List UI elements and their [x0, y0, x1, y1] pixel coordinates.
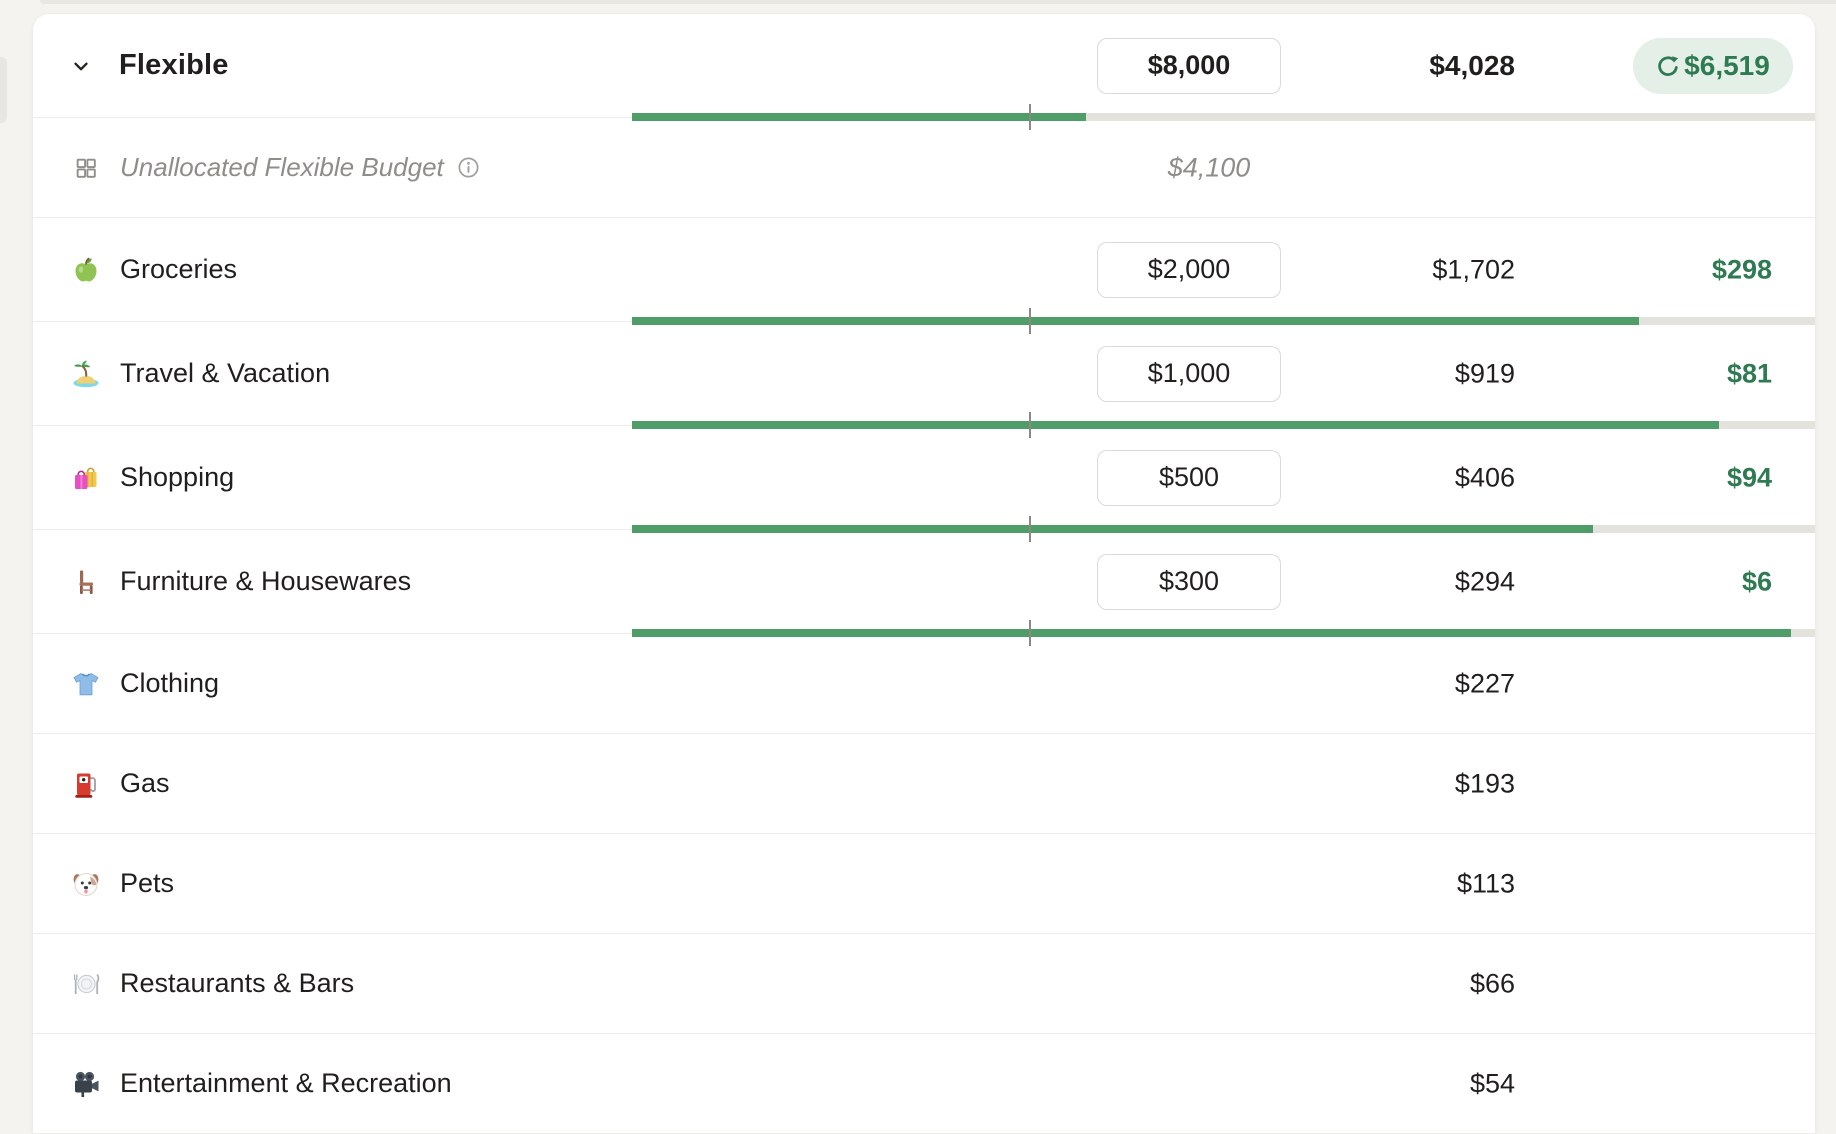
plate-cutlery-icon — [69, 969, 103, 999]
flexible-budget-card: Flexible $8,000 $4,028 $6,519 Unallocate… — [33, 14, 1815, 1134]
chair-icon — [69, 567, 103, 597]
progress-fill — [632, 113, 1087, 121]
category-actual-value: $919 — [1454, 358, 1515, 388]
fuel-pump-icon — [69, 769, 103, 799]
category-label[interactable]: Gas — [120, 768, 170, 798]
dog-icon — [69, 869, 103, 899]
group-budget-value: $8,000 — [1147, 50, 1231, 80]
budget-category-row: Shopping $500 $406 $94 — [33, 426, 1815, 542]
budget-category-row: Gas $193 — [33, 734, 1815, 834]
category-label[interactable]: Restaurants & Bars — [120, 968, 355, 998]
adjacent-card-edge-top — [40, 0, 1836, 4]
category-actual-value: $1,702 — [1432, 254, 1515, 284]
category-remaining-value: $6 — [1741, 566, 1772, 596]
group-budget-input[interactable]: $8,000 — [1097, 37, 1281, 94]
budget-category-row: Restaurants & Bars $66 — [33, 934, 1815, 1034]
category-budget-value: $2,000 — [1147, 254, 1231, 284]
unallocated-budget-value: $4,100 — [1167, 152, 1251, 182]
category-actual-value: $294 — [1454, 566, 1515, 596]
month-progress-tick — [1029, 516, 1032, 542]
category-label[interactable]: Travel & Vacation — [120, 358, 331, 388]
apple-icon — [69, 255, 103, 285]
category-budget-input[interactable]: $2,000 — [1097, 241, 1281, 298]
category-progress-bar — [632, 412, 1815, 438]
month-progress-tick — [1029, 104, 1032, 130]
category-label[interactable]: Groceries — [120, 254, 238, 284]
category-remaining-value: $81 — [1726, 358, 1772, 388]
budget-category-row: Groceries $2,000 $1,702 $298 — [33, 218, 1815, 334]
progress-fill — [632, 317, 1639, 325]
adjacent-card-edge-left — [0, 57, 7, 123]
category-actual-value: $113 — [1456, 868, 1515, 898]
island-icon — [69, 359, 103, 389]
group-header-row: Flexible $8,000 $4,028 $6,519 — [33, 14, 1815, 130]
category-label[interactable]: Clothing — [120, 668, 220, 698]
category-remaining-value: $94 — [1726, 462, 1772, 492]
movie-camera-icon — [69, 1069, 103, 1099]
category-actual-value: $193 — [1454, 768, 1515, 798]
month-progress-tick — [1029, 412, 1032, 438]
group-progress-bar — [632, 104, 1815, 130]
category-progress-bar — [632, 516, 1815, 542]
unallocated-row: Unallocated Flexible Budget $4,100 — [33, 118, 1815, 218]
month-progress-tick — [1029, 620, 1032, 646]
category-label[interactable]: Shopping — [120, 462, 235, 492]
category-budget-input[interactable]: $1,000 — [1097, 345, 1281, 402]
shopping-bags-icon — [69, 463, 103, 493]
budget-category-row: Travel & Vacation $1,000 $919 $81 — [33, 322, 1815, 438]
chevron-down-icon[interactable] — [70, 55, 92, 77]
category-budget-value: $1,000 — [1147, 358, 1231, 388]
category-actual-value: $66 — [1469, 968, 1515, 998]
progress-fill — [632, 421, 1720, 429]
category-budget-value: $500 — [1158, 462, 1220, 492]
category-label[interactable]: Furniture & Housewares — [120, 566, 412, 596]
group-remaining-value: $6,519 — [1684, 49, 1770, 81]
month-progress-tick — [1029, 308, 1032, 334]
budget-category-row: Entertainment & Recreation $54 — [33, 1034, 1815, 1134]
category-actual-value: $54 — [1469, 1068, 1515, 1098]
category-budget-value: $300 — [1158, 566, 1220, 596]
category-label[interactable]: Pets — [120, 868, 175, 898]
budget-category-row: Pets $113 — [33, 834, 1815, 934]
progress-fill — [632, 629, 1792, 637]
budget-category-row: Furniture & Housewares $300 $294 $6 — [33, 530, 1815, 646]
category-label[interactable]: Entertainment & Recreation — [120, 1068, 452, 1098]
rollover-icon — [1656, 54, 1680, 78]
category-remaining-value: $298 — [1711, 254, 1772, 284]
info-icon[interactable] — [456, 155, 481, 180]
unallocated-label: Unallocated Flexible Budget — [120, 152, 444, 182]
category-progress-bar — [632, 308, 1815, 334]
group-title[interactable]: Flexible — [119, 49, 229, 81]
progress-fill — [632, 525, 1593, 533]
grid-icon — [69, 155, 103, 181]
group-remaining-pill[interactable]: $6,519 — [1633, 37, 1793, 94]
category-budget-input[interactable]: $500 — [1097, 449, 1281, 506]
category-actual-value: $227 — [1454, 668, 1515, 698]
category-budget-input[interactable]: $300 — [1097, 553, 1281, 610]
tshirt-icon — [69, 669, 103, 699]
budget-category-row: Clothing $227 — [33, 634, 1815, 734]
category-progress-bar — [632, 620, 1815, 646]
category-actual-value: $406 — [1454, 462, 1515, 492]
group-actual-value: $4,028 — [1429, 49, 1515, 81]
